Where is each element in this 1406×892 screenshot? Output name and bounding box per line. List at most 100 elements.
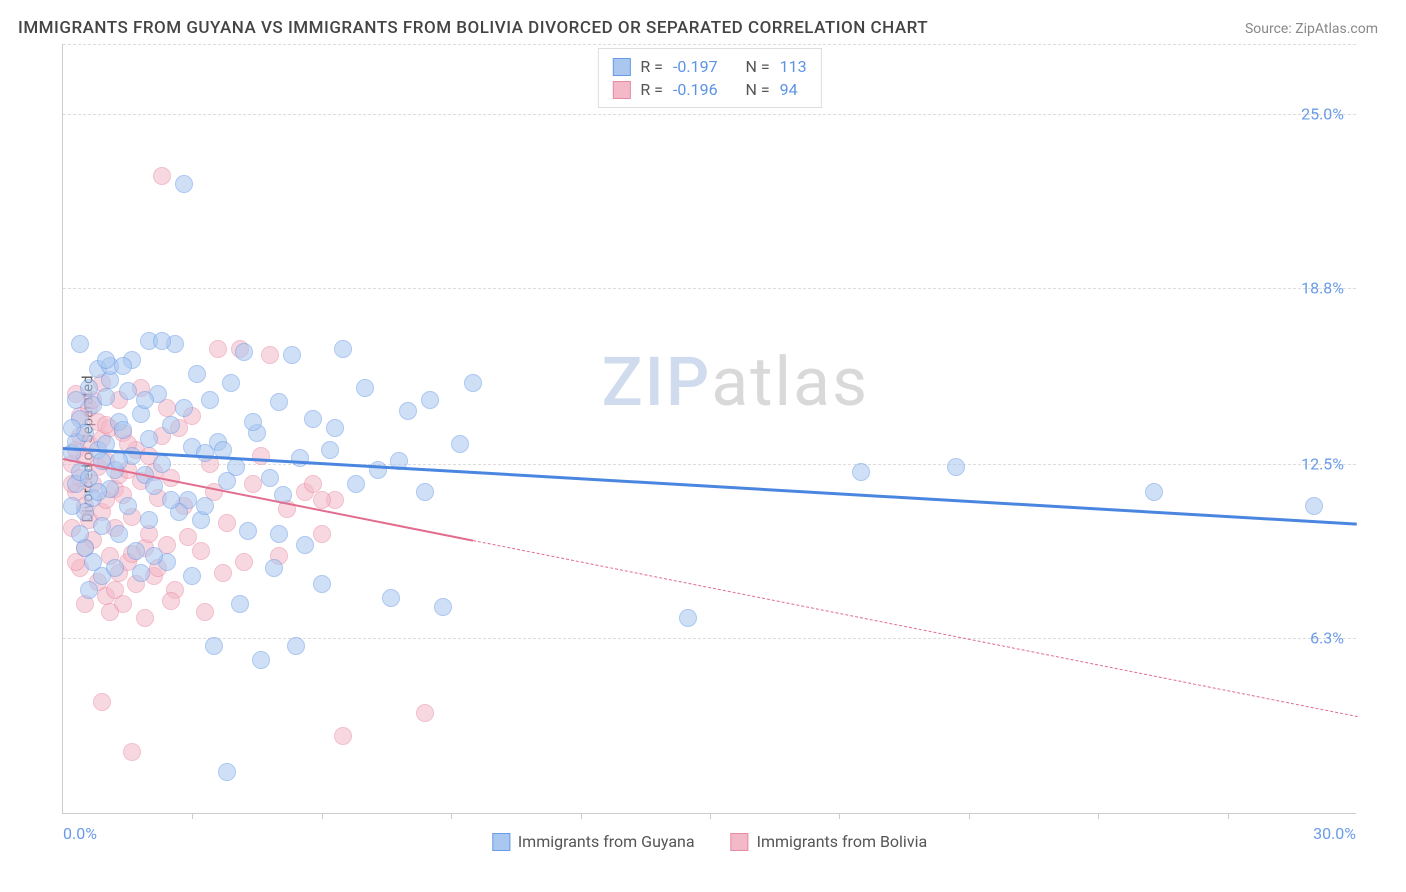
- data-point: [162, 491, 180, 509]
- data-point: [261, 469, 279, 487]
- data-point: [231, 595, 249, 613]
- data-point: [188, 365, 206, 383]
- data-point: [145, 477, 163, 495]
- x-tick: [1098, 813, 1099, 819]
- data-point: [114, 357, 132, 375]
- data-point: [334, 340, 352, 358]
- watermark-zip: ZIP: [602, 342, 712, 422]
- data-point: [252, 447, 270, 465]
- gridline: [63, 288, 1356, 289]
- data-point: [334, 727, 352, 745]
- r-label: R =: [640, 80, 663, 99]
- data-point: [162, 592, 180, 610]
- x-axis-start: 0.0%: [63, 824, 97, 843]
- data-point: [110, 525, 128, 543]
- data-point: [451, 435, 469, 453]
- data-point: [196, 603, 214, 621]
- data-point: [192, 542, 210, 560]
- data-point: [84, 553, 102, 571]
- r-value-guyana: -0.197: [673, 57, 718, 76]
- data-point: [947, 458, 965, 476]
- data-point: [175, 399, 193, 417]
- chart-container: Divorced or Separated ZIPatlas R = -0.19…: [18, 44, 1388, 854]
- x-tick: [322, 813, 323, 819]
- swatch-guyana: [612, 58, 630, 76]
- data-point: [140, 511, 158, 529]
- x-tick: [192, 813, 193, 819]
- plot-area: ZIPatlas R = -0.197 N = 113 R = -0.196 N…: [62, 44, 1356, 814]
- chart-source: Source: ZipAtlas.com: [1245, 21, 1378, 37]
- data-point: [235, 553, 253, 571]
- data-point: [347, 475, 365, 493]
- data-point: [218, 514, 236, 532]
- data-point: [218, 763, 236, 781]
- data-point: [71, 335, 89, 353]
- legend-item-bolivia: Immigrants from Bolivia: [731, 832, 928, 851]
- x-tick: [710, 813, 711, 819]
- data-point: [132, 564, 150, 582]
- data-point: [205, 637, 223, 655]
- data-point: [80, 581, 98, 599]
- r-label: R =: [640, 57, 663, 76]
- series-legend: Immigrants from Guyana Immigrants from B…: [492, 832, 927, 851]
- data-point: [63, 419, 81, 437]
- stats-legend: R = -0.197 N = 113 R = -0.196 N = 94: [597, 48, 821, 108]
- data-point: [244, 475, 262, 493]
- data-point: [175, 175, 193, 193]
- chart-header: IMMIGRANTS FROM GUYANA VS IMMIGRANTS FRO…: [0, 0, 1406, 44]
- gridline: [63, 638, 1356, 639]
- data-point: [214, 564, 232, 582]
- data-point: [196, 497, 214, 515]
- data-point: [63, 497, 81, 515]
- data-point: [119, 497, 137, 515]
- data-point: [313, 575, 331, 593]
- y-tick-label: 6.3%: [1310, 628, 1344, 647]
- n-value-guyana: 113: [780, 57, 807, 76]
- data-point: [162, 416, 180, 434]
- legend-label-bolivia: Immigrants from Bolivia: [757, 832, 928, 851]
- x-tick: [581, 813, 582, 819]
- data-point: [852, 463, 870, 481]
- data-point: [239, 522, 257, 540]
- data-point: [1305, 497, 1323, 515]
- data-point: [252, 651, 270, 669]
- data-point: [313, 491, 331, 509]
- data-point: [270, 525, 288, 543]
- y-tick-label: 25.0%: [1301, 105, 1344, 124]
- data-point: [261, 346, 279, 364]
- data-point: [321, 441, 339, 459]
- data-point: [136, 391, 154, 409]
- data-point: [101, 603, 119, 621]
- data-point: [369, 461, 387, 479]
- chart-title: IMMIGRANTS FROM GUYANA VS IMMIGRANTS FRO…: [18, 18, 928, 38]
- data-point: [93, 517, 111, 535]
- data-point: [140, 430, 158, 448]
- data-point: [97, 388, 115, 406]
- gridline: [63, 44, 1356, 45]
- watermark-atlas: atlas: [711, 342, 869, 422]
- data-point: [399, 402, 417, 420]
- data-point: [287, 637, 305, 655]
- legend-item-guyana: Immigrants from Guyana: [492, 832, 695, 851]
- data-point: [97, 351, 115, 369]
- data-point: [313, 525, 331, 543]
- data-point: [421, 391, 439, 409]
- legend-swatch-bolivia: [731, 833, 749, 851]
- data-point: [67, 391, 85, 409]
- data-point: [244, 413, 262, 431]
- x-tick: [839, 813, 840, 819]
- x-tick: [969, 813, 970, 819]
- data-point: [235, 343, 253, 361]
- data-point: [153, 455, 171, 473]
- data-point: [136, 609, 154, 627]
- data-point: [89, 483, 107, 501]
- data-point: [265, 559, 283, 577]
- stats-row-guyana: R = -0.197 N = 113: [612, 55, 806, 78]
- legend-swatch-guyana: [492, 833, 510, 851]
- data-point: [153, 167, 171, 185]
- n-label: N =: [746, 57, 770, 76]
- gridline: [63, 114, 1356, 115]
- data-point: [304, 475, 322, 493]
- data-point: [201, 391, 219, 409]
- data-point: [416, 704, 434, 722]
